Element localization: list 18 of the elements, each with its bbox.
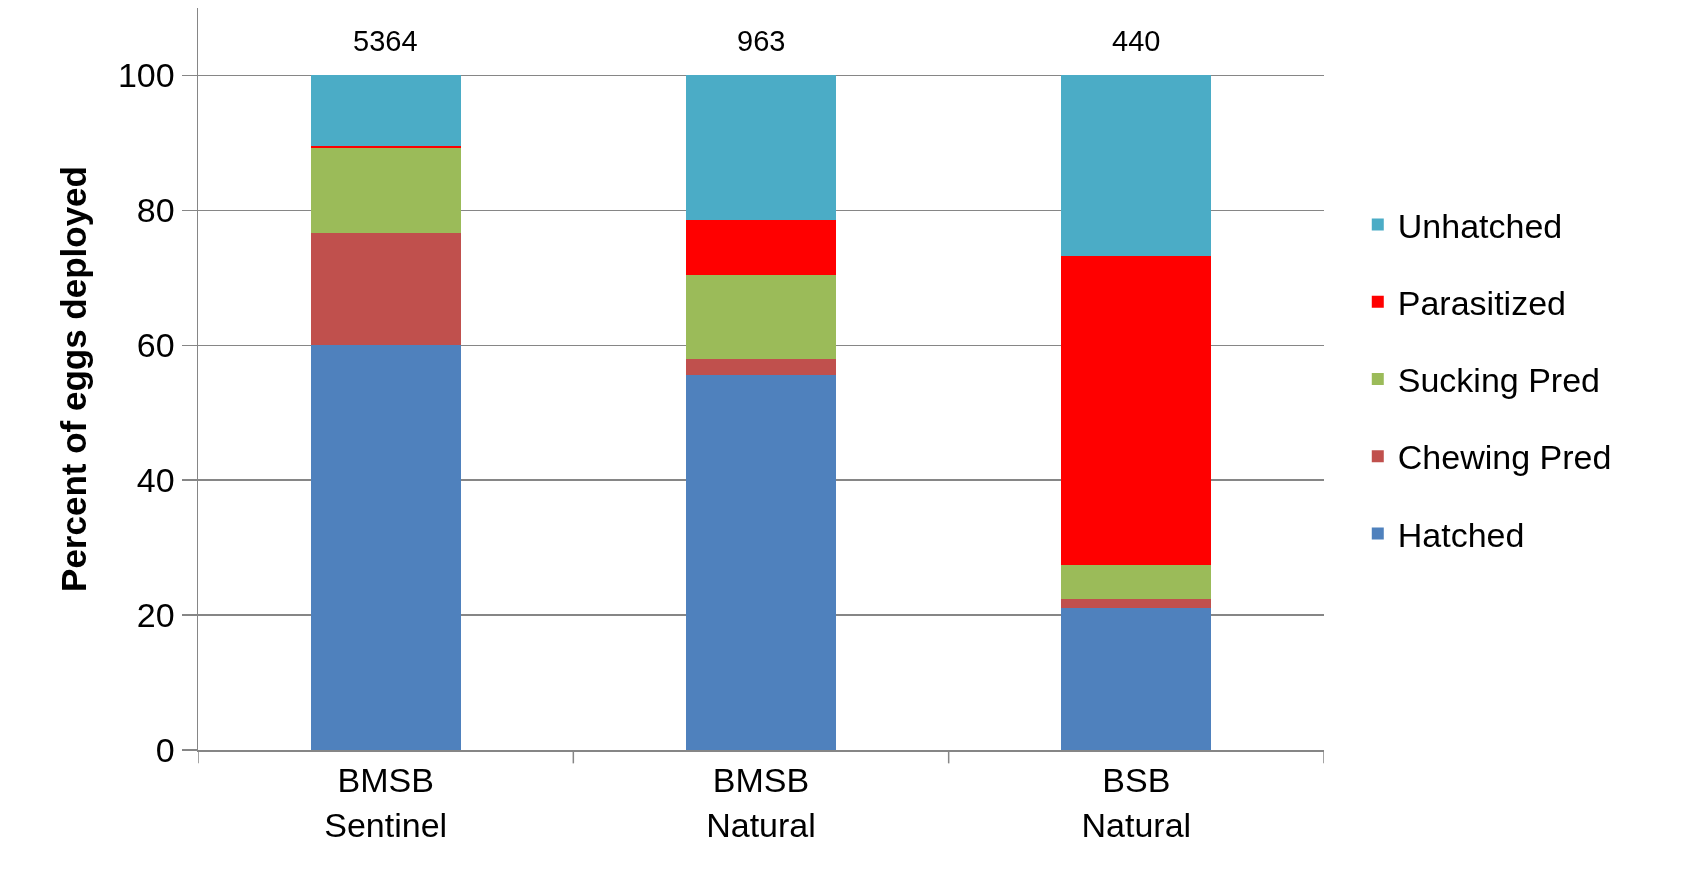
legend-label: Unhatched	[1397, 206, 1563, 245]
legend-label: Sucking Pred	[1397, 361, 1601, 400]
y-tick-label: 100	[117, 56, 175, 95]
x-tick-label: BSB Natural	[1081, 761, 1192, 844]
y-tick-label: 0	[155, 730, 175, 769]
y-tick-label: 80	[136, 191, 175, 230]
annotation: 5364	[353, 25, 418, 57]
y-tick-label: 40	[136, 461, 175, 500]
y-tick-label: 20	[136, 595, 175, 634]
y-axis-title: Percent of eggs deployed	[54, 166, 94, 592]
y-tick-label: 60	[136, 326, 175, 365]
legend-label: Hatched	[1397, 515, 1525, 554]
legend-label: Chewing Pred	[1397, 438, 1612, 477]
annotation: 440	[1112, 25, 1161, 57]
x-tick-label: BMSB Natural	[706, 761, 816, 844]
legend-label: Parasitized	[1397, 284, 1566, 323]
x-tick-label: BMSB Sentinel	[324, 761, 448, 844]
annotation: 963	[737, 25, 786, 57]
